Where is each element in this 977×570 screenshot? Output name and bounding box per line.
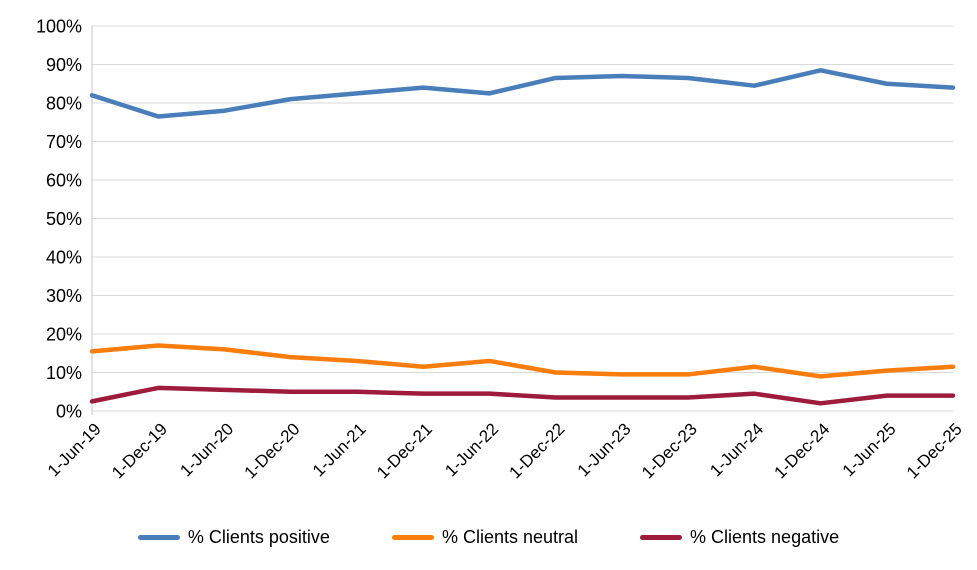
x-tick-label: 1-Dec-23 [638, 419, 701, 482]
y-tick-label: 90% [46, 55, 82, 75]
x-tick-label: 1-Dec-21 [373, 419, 436, 482]
y-tick-label: 0% [56, 402, 82, 422]
y-tick-label: 80% [46, 94, 82, 114]
series-line-1 [89, 343, 956, 379]
x-tick-label: 1-Dec-20 [241, 419, 304, 482]
y-tick-label: 40% [46, 248, 82, 268]
legend-label-positive: % Clients positive [187, 527, 330, 547]
x-axis-labels: 1-Jun-19 1-Dec-19 1-Jun-20 1-Dec-20 1-Jun-21… [44, 419, 966, 482]
series-line-0 [89, 68, 956, 119]
legend-swatch-negative-icon [640, 535, 683, 540]
y-tick-label: 70% [46, 132, 82, 152]
y-tick-label: 100% [36, 17, 82, 37]
legend-item-negative: % Clients negative [640, 527, 839, 548]
x-tick-label: 1-Dec-19 [108, 419, 171, 482]
x-tick-label: 1-Dec-24 [770, 419, 833, 482]
y-axis-labels: 0% 10% 20% 30% 40% 50% 60% 70% 80% 90% 100% [36, 17, 82, 422]
legend-swatch-neutral-icon [391, 535, 434, 540]
y-tick-label: 50% [46, 209, 82, 229]
legend-swatch-positive-icon [137, 535, 180, 540]
series-line-2 [89, 385, 956, 406]
legend-item-positive: % Clients positive [137, 527, 330, 548]
y-tick-label: 30% [46, 286, 82, 306]
y-tick-label: 10% [46, 363, 82, 383]
gridlines [91, 25, 953, 415]
x-tick-label: 1-Jun-19 [44, 419, 105, 480]
x-tick-label: 1-Jun-24 [706, 419, 767, 480]
x-tick-label: 1-Dec-25 [903, 419, 966, 482]
legend-label-neutral: % Clients neutral [441, 527, 579, 547]
series-lines [89, 68, 956, 406]
legend-label-negative: % Clients negative [690, 527, 840, 547]
x-tick-label: 1-Jun-22 [441, 419, 502, 480]
x-tick-label: 1-Jun-20 [176, 419, 237, 480]
x-tick-label: 1-Jun-23 [574, 419, 635, 480]
legend: % Clients positive % Clients neutral % C… [0, 527, 977, 548]
x-tick-label: 1-Jun-21 [309, 419, 370, 480]
x-tick-label: 1-Dec-22 [506, 419, 569, 482]
x-tick-label: 1-Jun-25 [839, 419, 900, 480]
y-tick-label: 20% [46, 325, 82, 345]
legend-item-neutral: % Clients neutral [391, 527, 579, 548]
y-tick-label: 60% [46, 171, 82, 191]
